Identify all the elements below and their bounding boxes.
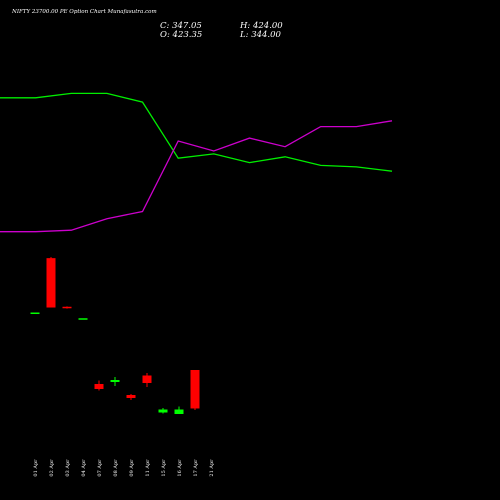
x-tick-label: 17 Apr bbox=[193, 459, 199, 477]
x-tick-label: 01 Apr bbox=[33, 459, 39, 477]
open-value: O: 423.35 bbox=[160, 30, 203, 40]
x-tick-label: 11 Apr bbox=[145, 459, 151, 477]
x-tick-label: 07 Apr bbox=[97, 459, 103, 477]
candle-2 bbox=[46, 257, 56, 308]
candle-body bbox=[78, 318, 88, 320]
candle-body bbox=[190, 370, 200, 409]
candle-4 bbox=[78, 318, 88, 320]
candle-9 bbox=[158, 408, 168, 414]
high-value: H: 424.00 bbox=[240, 21, 283, 31]
candle-body bbox=[174, 409, 184, 414]
candle-11 bbox=[190, 370, 200, 410]
x-tick-label: 04 Apr bbox=[81, 459, 87, 477]
candle-body bbox=[158, 409, 168, 413]
x-tick-label: 15 Apr bbox=[161, 459, 167, 477]
candle-7 bbox=[126, 394, 136, 400]
candlesticks bbox=[30, 257, 200, 414]
candle-8 bbox=[142, 373, 152, 387]
candle-body bbox=[110, 380, 120, 382]
candle-10 bbox=[174, 406, 184, 414]
x-tick-label: 21 Apr bbox=[209, 459, 215, 477]
x-axis-labels: 01 Apr 02 Apr 03 Apr 04 Apr 07 Apr 08 Apr 09 A… bbox=[33, 459, 215, 477]
x-tick-label: 09 Apr bbox=[129, 459, 135, 477]
chart-title: NIFTY 23700.00 PE Option Chart Munafasut… bbox=[12, 9, 157, 15]
x-tick-label: 08 Apr bbox=[113, 459, 119, 477]
candle-5 bbox=[94, 380, 104, 391]
candle-3 bbox=[62, 306, 72, 309]
x-tick-label: 03 Apr bbox=[65, 459, 71, 477]
candle-body bbox=[126, 395, 136, 398]
low-value: L: 344.00 bbox=[240, 30, 281, 40]
candle-body bbox=[94, 384, 104, 389]
x-tick-label: 16 Apr bbox=[177, 459, 183, 477]
close-value: C: 347.05 bbox=[160, 21, 202, 31]
candle-body bbox=[142, 375, 152, 383]
candle-6 bbox=[110, 377, 120, 386]
candle-body bbox=[46, 258, 56, 308]
candle-1 bbox=[30, 312, 40, 315]
candle-body bbox=[62, 306, 72, 309]
x-tick-label: 02 Apr bbox=[49, 459, 55, 477]
indicator-lines bbox=[0, 92, 393, 233]
indicator-line-2 bbox=[0, 120, 393, 233]
indicator-line-1 bbox=[0, 92, 393, 172]
candle-body bbox=[30, 312, 40, 315]
